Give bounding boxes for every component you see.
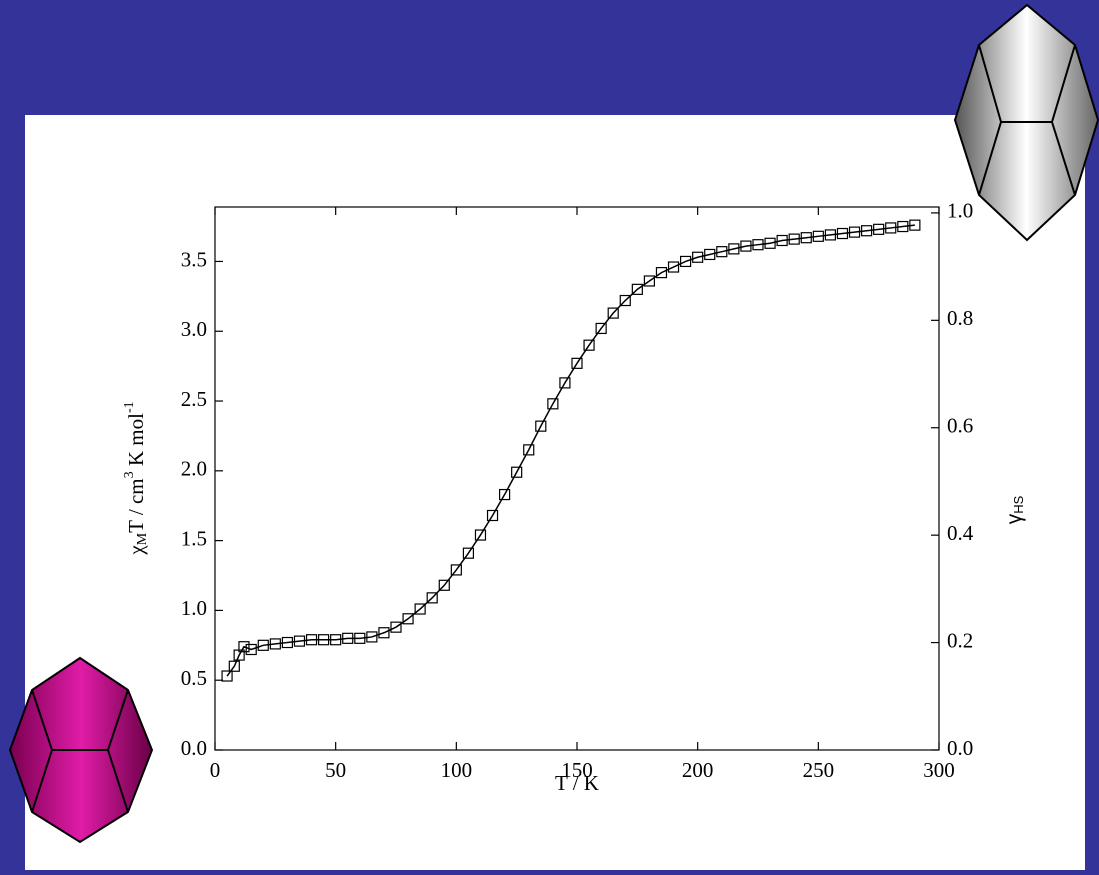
data-point [764, 237, 776, 249]
y-tick-label: 0.5 [181, 666, 207, 690]
data-point [704, 248, 716, 261]
data-point [800, 232, 812, 244]
y2-label-part: γ [1003, 513, 1026, 524]
y-axis-label: χMT / cm3 K mol-1 [122, 401, 150, 555]
y-label-sup: -1 [122, 401, 137, 413]
data-point [228, 660, 240, 672]
data-point [692, 251, 704, 263]
data-point [293, 635, 306, 647]
data-point [354, 632, 366, 644]
y2-axis-label: γHS [1003, 495, 1027, 524]
data-point [728, 243, 740, 255]
data-point [221, 670, 233, 682]
data-point [414, 603, 426, 615]
data-point [860, 225, 873, 237]
data-point [897, 220, 909, 233]
data-point [776, 234, 788, 247]
data-point [257, 639, 269, 651]
data-point [438, 579, 450, 591]
data-point [655, 267, 668, 279]
y-tick-label: 2.0 [181, 457, 207, 481]
data-point [571, 357, 583, 369]
data-point [752, 239, 764, 251]
x-tick-label: 250 [803, 758, 835, 782]
data-point [716, 246, 728, 258]
data-point [402, 613, 414, 625]
y-label-part: T / cm [124, 478, 148, 532]
data-point [305, 634, 318, 646]
data-point [848, 226, 861, 238]
x-tick-label: 0 [210, 758, 221, 782]
y-label-sup: 3 [122, 471, 137, 478]
data-point [595, 322, 607, 335]
data-point [245, 643, 257, 656]
data-point [474, 529, 487, 541]
x-tick-label: 50 [325, 758, 346, 782]
data-point [426, 592, 438, 604]
data-point [450, 564, 462, 576]
data-point [330, 634, 342, 646]
y2-tick-label: 0.4 [947, 521, 974, 545]
data-point [909, 219, 921, 231]
fit-line [226, 224, 915, 677]
data-point [836, 227, 849, 240]
data-point [281, 636, 293, 649]
data-point [631, 283, 643, 295]
gray-polyhedron [953, 3, 1099, 242]
data-point [269, 638, 281, 650]
y2-label-sub: HS [1011, 495, 1026, 513]
x-axis-label: T / K [555, 771, 599, 795]
y-tick-label: 3.5 [181, 247, 207, 271]
data-point [547, 398, 559, 410]
data-point [583, 339, 595, 351]
y-label-part: χ [124, 545, 148, 556]
y2-tick-label: 0.2 [947, 628, 973, 652]
data-point [812, 230, 824, 242]
data-point [462, 547, 474, 559]
y-label-sub: M [135, 532, 150, 545]
data-point [486, 509, 499, 522]
x-tick-label: 200 [682, 758, 714, 782]
y2-tick-label: 1.0 [947, 199, 973, 223]
data-point [523, 444, 535, 456]
data-point [667, 261, 680, 273]
data-point [885, 222, 897, 234]
data-point [390, 621, 402, 633]
data-point [378, 627, 390, 639]
data-point [559, 377, 571, 389]
data-point [873, 223, 885, 235]
y-tick-label: 1.5 [181, 526, 207, 550]
data-point [499, 488, 511, 501]
y-tick-label: 0.0 [181, 736, 207, 760]
y-tick-label: 2.5 [181, 387, 207, 411]
data-point [619, 294, 631, 307]
data-point [342, 632, 354, 644]
data-point [824, 229, 837, 241]
x-tick-label: 150 [561, 758, 593, 782]
data-point [511, 466, 523, 478]
y-tick-label: 3.0 [181, 317, 207, 341]
magenta-polyhedron [8, 656, 154, 844]
x-tick-label: 100 [441, 758, 473, 782]
y-label-part: K mol [124, 413, 148, 472]
data-point [366, 631, 378, 643]
data-point [679, 255, 692, 268]
data-point [318, 634, 330, 646]
data-point [740, 240, 752, 252]
data-point [238, 641, 250, 653]
data-point [788, 233, 800, 245]
y2-tick-label: 0.0 [947, 736, 973, 760]
y2-tick-label: 0.6 [947, 414, 973, 438]
data-point [607, 307, 619, 319]
data-point [643, 275, 656, 287]
data-point [535, 420, 547, 432]
y-tick-label: 1.0 [181, 596, 207, 620]
y2-tick-label: 0.8 [947, 306, 973, 330]
panel [25, 115, 1085, 870]
x-tick-label: 300 [923, 758, 955, 782]
